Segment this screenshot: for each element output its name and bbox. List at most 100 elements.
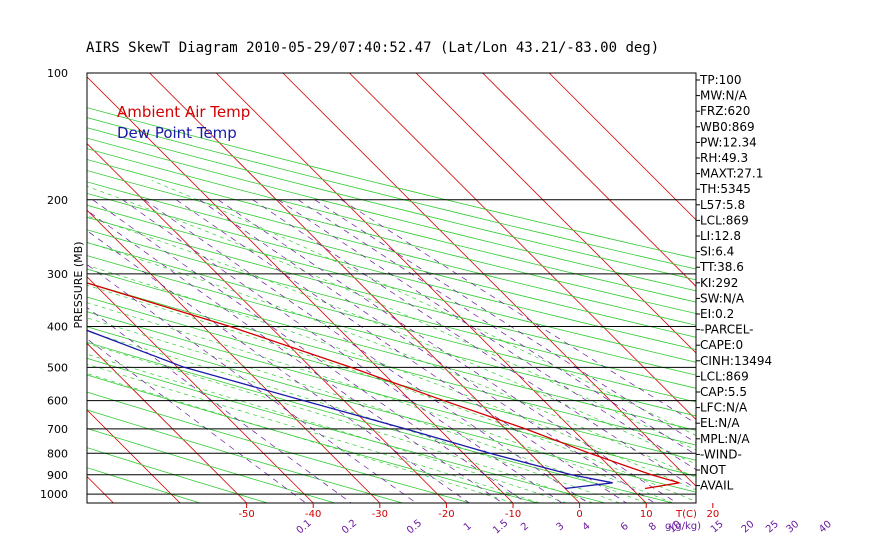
mixing-ratio-tick-label: 40: [817, 519, 834, 536]
dry-adiabat-line: [87, 341, 673, 503]
mixing-ratio-tick-label: 6: [619, 521, 631, 534]
pressure-tick-label: 500: [47, 361, 68, 374]
sounding-index-item: PW:12.34: [700, 135, 757, 149]
sounding-index-item: LFC:N/A: [700, 401, 748, 415]
sounding-index-item: CAP:5.5: [700, 385, 747, 399]
mixing-ratio-line: [176, 199, 627, 503]
dry-adiabat-line: [87, 170, 696, 326]
isotherm-line: [0, 73, 47, 503]
moist-adiabat-line: [87, 241, 696, 478]
sounding-index-item: TP:100: [699, 73, 742, 87]
dry-adiabat-line: [87, 409, 403, 503]
pressure-tick-label: 600: [47, 395, 68, 408]
mixing-ratio-tick-label: 30: [784, 519, 801, 536]
pressure-tick-label: 300: [47, 268, 68, 281]
mixing-ratio-tick-label: 0.5: [405, 518, 424, 537]
dry-adiabat-line: [87, 216, 696, 376]
bottom-temperature-axis: -50 -40 -30 -20 -10 0 10 20 T(C): [238, 503, 719, 520]
bottom-temp-tick-label: -50: [238, 509, 254, 520]
bottom-temp-tick-label: -10: [505, 509, 521, 520]
dry-adiabat-line: [87, 159, 696, 314]
dry-adiabat-line: [87, 357, 606, 503]
pressure-tick-label: 400: [47, 321, 68, 334]
mixing-ratio-line: [92, 199, 527, 503]
isotherm-line: [349, 73, 696, 421]
dry-adiabat-line: [87, 374, 538, 503]
pressure-tick-label: 100: [47, 67, 68, 80]
mixing-ratio-line: [87, 338, 307, 503]
pressure-tick-label: 200: [47, 194, 68, 207]
sounding-index-item: LI:12.8: [700, 229, 741, 243]
moist-adiabat-line: [87, 302, 674, 503]
mixing-ratio-tick-label: 25: [764, 519, 781, 536]
y-axis-label: PRESSURE (MB): [72, 242, 85, 329]
dry-adiabat-line: [87, 127, 696, 281]
dry-adiabat-line: [87, 107, 696, 259]
dry-adiabat-line: [87, 117, 696, 270]
isotherm-line: [415, 73, 696, 354]
dry-adiabat-line: [87, 391, 471, 503]
dry-adiabat-line: [87, 137, 696, 292]
mixing-ratio-line: [217, 199, 678, 503]
isotherm-line: [482, 73, 696, 287]
dry-adiabat-line: [87, 148, 696, 303]
mixing-ratio-line: [298, 199, 696, 456]
moist-adiabat-line: [151, 180, 696, 436]
moist-adiabat-line: [87, 330, 620, 503]
grid-layer: [0, 73, 696, 503]
isotherm-line: [87, 409, 181, 503]
sounding-index-item: TT:38.6: [699, 260, 744, 274]
mixing-ratio-line: [87, 307, 352, 503]
isotherm-line: [87, 276, 314, 503]
sounding-index-item: RH:49.3: [700, 151, 748, 165]
mixing-ratio-line: [87, 264, 417, 503]
sounding-index-item: SW:N/A: [700, 291, 745, 305]
sounding-index-item: MW:N/A: [700, 89, 748, 103]
pressure-tick-label: 900: [47, 469, 68, 482]
moist-adiabat-line: [87, 342, 594, 503]
mixing-ratio-tick-label: 20: [740, 519, 757, 536]
legend: Ambient Air Temp Dew Point Temp: [117, 103, 250, 142]
plot-frame: [86, 72, 697, 504]
mixing-ratio-tick-label: 3: [555, 521, 567, 534]
dry-adiabat-line: [87, 181, 696, 338]
mixing-ratio-tick-label: 0.2: [340, 518, 359, 537]
bottom-temp-tick-label: 20: [706, 509, 719, 520]
dry-adiabat-line: [87, 268, 696, 431]
moist-adiabat-line: [87, 317, 647, 503]
sounding-index-item: KI:292: [700, 276, 738, 290]
mixing-ratio-tick-label: 1: [462, 521, 474, 534]
sounding-index-item: TH:5345: [699, 182, 751, 196]
dry-adiabat-line: [87, 192, 696, 351]
mixing-ratio-line: [144, 199, 589, 503]
mixing-ratio-tick-label: 8: [647, 521, 659, 534]
mixing-ratio-axis: 0.1 0.2 0.5 1 1.5 2 3 4 6 8 10 15 20 25 30 40g(g/kg): [295, 518, 834, 537]
mixing-ratio-tick-label: 15: [709, 519, 726, 536]
dry-adiabat-line: [87, 311, 696, 477]
isotherm-line: [548, 73, 696, 221]
isotherm-line: [87, 143, 447, 503]
dry-adiabat-line: [87, 204, 696, 363]
isotherm-line: [87, 342, 247, 503]
dry-adiabat-line: [87, 255, 696, 417]
sounding-index-item: -PARCEL-: [700, 323, 754, 337]
bottom-temp-axis-label: T(C): [675, 509, 697, 520]
sounding-index-item: CINH:13494: [700, 354, 772, 368]
sounding-index-item: CAPE:0: [700, 338, 743, 352]
sounding-index-item: EI:0.2: [700, 307, 734, 321]
sounding-index-item: -WIND-: [700, 447, 742, 461]
mixing-ratio-line: [87, 230, 470, 503]
mixing-ratio-line: [252, 199, 696, 490]
mixing-ratio-line: [199, 199, 655, 503]
dry-adiabat-line: [87, 229, 696, 389]
mixing-ratio-line: [314, 199, 696, 444]
isotherm-line: [215, 73, 647, 503]
sounding-index-item: EL:N/A: [700, 416, 740, 430]
moist-adiabat-line: [87, 363, 540, 503]
sounding-index-item: FRZ:620: [700, 104, 750, 118]
mixing-ratio-axis-label: g(g/kg): [665, 521, 701, 532]
bottom-temp-tick-label: 0: [576, 509, 582, 520]
mixing-ratio-tick-label: 4: [581, 521, 593, 534]
bottom-temp-tick-label: 10: [640, 509, 653, 520]
